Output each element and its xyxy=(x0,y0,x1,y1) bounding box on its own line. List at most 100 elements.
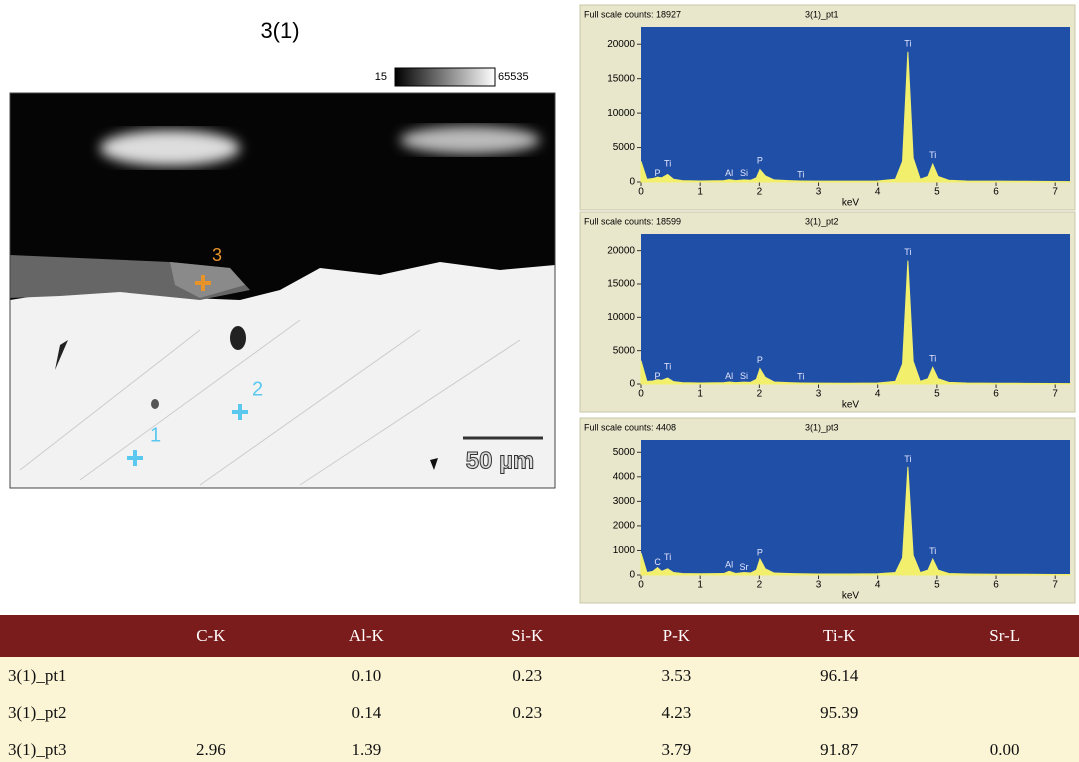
y-tick-label: 20000 xyxy=(607,39,635,50)
x-tick-label: 6 xyxy=(993,187,999,198)
table-cell: 3.53 xyxy=(604,657,748,694)
peak-label: Ti xyxy=(797,169,804,179)
image-title: 3(1) xyxy=(260,18,299,43)
table-cell: 3.79 xyxy=(604,731,748,762)
point-label: 1 xyxy=(150,424,161,446)
x-tick-label: 1 xyxy=(697,580,703,591)
x-axis-label: keV xyxy=(842,591,860,602)
peak-label: P xyxy=(655,168,661,178)
plot-area xyxy=(641,27,1070,182)
x-tick-label: 4 xyxy=(875,580,881,591)
x-tick-label: 1 xyxy=(697,389,703,400)
x-tick-label: 5 xyxy=(934,389,940,400)
table-cell: 1.39 xyxy=(283,731,450,762)
peak-label: Al xyxy=(725,168,733,178)
y-tick-label: 15000 xyxy=(607,279,635,290)
empty-cell xyxy=(930,694,1079,731)
y-tick-label: 0 xyxy=(629,570,635,581)
table-cell: 95.39 xyxy=(748,694,930,731)
peak-label: Sr xyxy=(739,562,748,572)
x-tick-label: 5 xyxy=(934,187,940,198)
x-tick-label: 2 xyxy=(757,187,763,198)
y-tick-label: 15000 xyxy=(607,73,635,84)
peak-label: P xyxy=(757,547,763,557)
header-cell: C-K xyxy=(139,615,283,657)
x-tick-label: 3 xyxy=(816,187,822,198)
peak-label: P xyxy=(757,355,763,365)
colorbar-max: 65535 xyxy=(498,71,529,83)
peak-label: Ti xyxy=(904,454,911,464)
table-cell: 0.00 xyxy=(930,731,1079,762)
header-cell: P-K xyxy=(604,615,748,657)
sem-image xyxy=(10,93,555,488)
peak-label: Ti xyxy=(797,372,804,382)
row-name: 3(1)_pt3 xyxy=(0,731,139,762)
header-cell: Al-K xyxy=(283,615,450,657)
header-counts: Full scale counts: 18927 xyxy=(584,9,681,19)
table-cell: 91.87 xyxy=(748,731,930,762)
header-cell xyxy=(0,615,139,657)
plot-area xyxy=(641,234,1070,384)
peak-label: C xyxy=(654,557,661,567)
x-tick-label: 7 xyxy=(1052,580,1058,591)
row-name: 3(1)_pt1 xyxy=(0,657,139,694)
x-tick-label: 3 xyxy=(816,389,822,400)
x-tick-label: 2 xyxy=(757,389,763,400)
x-tick-label: 4 xyxy=(875,187,881,198)
x-tick-label: 1 xyxy=(697,187,703,198)
row-name: 3(1)_pt2 xyxy=(0,694,139,731)
table-cell: 0.23 xyxy=(450,694,604,731)
header-cell: Si-K xyxy=(450,615,604,657)
header-counts: Full scale counts: 18599 xyxy=(584,216,681,226)
peak-label: Si xyxy=(740,168,748,178)
y-tick-label: 5000 xyxy=(613,447,636,458)
x-tick-label: 7 xyxy=(1052,389,1058,400)
peak-label: P xyxy=(757,156,763,166)
x-tick-label: 6 xyxy=(993,389,999,400)
empty-cell xyxy=(450,731,604,762)
peak-label: Ti xyxy=(904,39,911,49)
x-tick-label: 4 xyxy=(875,389,881,400)
table-cell: 0.23 xyxy=(450,657,604,694)
figure: 3(1) 15 65535 1 2 3 50 µm Full scale cou… xyxy=(0,0,1079,615)
x-axis-label: keV xyxy=(842,400,860,411)
y-tick-label: 5000 xyxy=(613,142,636,153)
table-cell: 0.10 xyxy=(283,657,450,694)
peak-label: Ti xyxy=(929,150,936,160)
peak-label: Al xyxy=(725,560,733,570)
header-counts: Full scale counts: 4408 xyxy=(584,422,676,432)
x-tick-label: 5 xyxy=(934,580,940,591)
y-tick-label: 4000 xyxy=(613,471,636,482)
peak-label: Si xyxy=(740,371,748,381)
header-name: 3(1)_pt2 xyxy=(805,216,839,226)
y-tick-label: 0 xyxy=(629,379,635,390)
y-tick-label: 10000 xyxy=(607,312,635,323)
y-tick-label: 2000 xyxy=(613,521,636,532)
y-tick-label: 0 xyxy=(629,177,635,188)
y-tick-label: 1000 xyxy=(613,545,636,556)
peak-label: Ti xyxy=(664,552,671,562)
y-tick-label: 20000 xyxy=(607,245,635,256)
y-tick-label: 10000 xyxy=(607,108,635,119)
colorbar-min: 15 xyxy=(375,71,387,83)
x-tick-label: 6 xyxy=(993,580,999,591)
peak-label: Ti xyxy=(929,546,936,556)
y-tick-label: 3000 xyxy=(613,496,636,507)
peak-label: Ti xyxy=(664,362,671,372)
empty-cell xyxy=(139,657,283,694)
peak-label: Al xyxy=(725,371,733,381)
table-cell: 4.23 xyxy=(604,694,748,731)
table-cell: 96.14 xyxy=(748,657,930,694)
peak-label: Ti xyxy=(929,354,936,364)
x-tick-label: 3 xyxy=(816,580,822,591)
plot-area xyxy=(641,440,1070,575)
x-tick-label: 7 xyxy=(1052,187,1058,198)
colorbar xyxy=(395,68,495,86)
peak-label: Ti xyxy=(664,158,671,168)
